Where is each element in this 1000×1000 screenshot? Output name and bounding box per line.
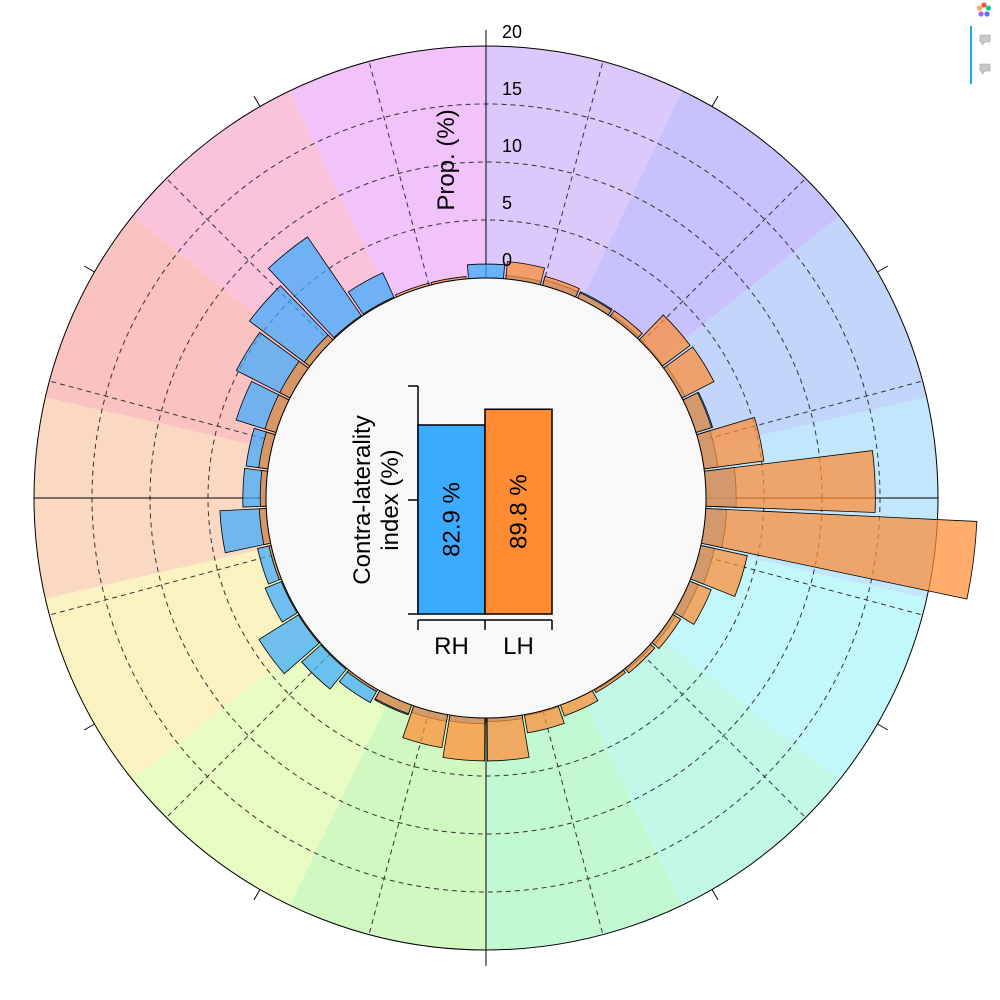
plotly-logo-icon[interactable] (976, 2, 992, 18)
inset-bar-rh (417, 424, 486, 615)
radial-tick-label: 5 (502, 193, 512, 213)
bar-lh (442, 714, 486, 762)
radial-tick-label: 20 (502, 22, 522, 42)
radial-tick-label: 0 (502, 250, 512, 270)
inset-category-label-lh: LH (503, 633, 534, 660)
sector-background (289, 696, 486, 950)
modebar (968, 0, 1000, 90)
modebar-divider (970, 26, 972, 84)
sector-background (581, 635, 840, 906)
angular-tick (83, 265, 95, 273)
bar-lh (486, 714, 530, 762)
sector-background (289, 46, 486, 300)
inset-category-label-rh: RH (434, 633, 469, 660)
grid-spoke (641, 653, 806, 818)
grid-spoke (368, 61, 430, 286)
inset-y-label: Contra-laterality (349, 415, 376, 584)
angular-tick (83, 723, 95, 731)
inset-x-ticks (417, 620, 553, 630)
bar-rh (466, 263, 506, 280)
radial-tick-labels: 0 5 10 15 20 (502, 22, 522, 270)
angular-tick (253, 95, 261, 107)
series-lh-bars (258, 261, 978, 762)
angular-tick (877, 265, 889, 273)
angular-tick (711, 95, 719, 107)
sector-background (658, 546, 927, 780)
radial-axis-label: Prop. (%) (433, 109, 460, 210)
inset-bar-lh (484, 408, 553, 615)
radial-tick-label: 10 (502, 136, 522, 156)
grid-spoke (641, 178, 806, 343)
inset-y-label: index (%) (377, 449, 404, 550)
grid-spoke (542, 710, 604, 935)
inset-value-label-lh: 89.8 % (506, 474, 533, 549)
sector-background (581, 90, 840, 361)
inset-value-label-rh: 82.9 % (439, 482, 466, 557)
angular-tick (877, 723, 889, 731)
inset-bar-chart: 82.9 % 89.8 % RH LH Contra-laterality in… (349, 385, 553, 660)
grid-spoke (542, 61, 604, 286)
sector-background (132, 635, 391, 906)
sector-background (486, 696, 683, 950)
grid-spoke (368, 710, 430, 935)
grid-spoke (166, 653, 331, 818)
radial-tick-label: 15 (502, 79, 522, 99)
comment-icon[interactable] (979, 34, 991, 46)
angular-tick (253, 889, 261, 901)
grid-spoke (49, 554, 274, 616)
grid-spoke (49, 380, 274, 442)
sector-background (45, 546, 314, 780)
angular-tick (711, 889, 719, 901)
comment-icon[interactable] (979, 63, 991, 75)
inset-y-ticks (408, 385, 418, 615)
sector-background (658, 216, 927, 450)
sector-background (486, 46, 683, 300)
